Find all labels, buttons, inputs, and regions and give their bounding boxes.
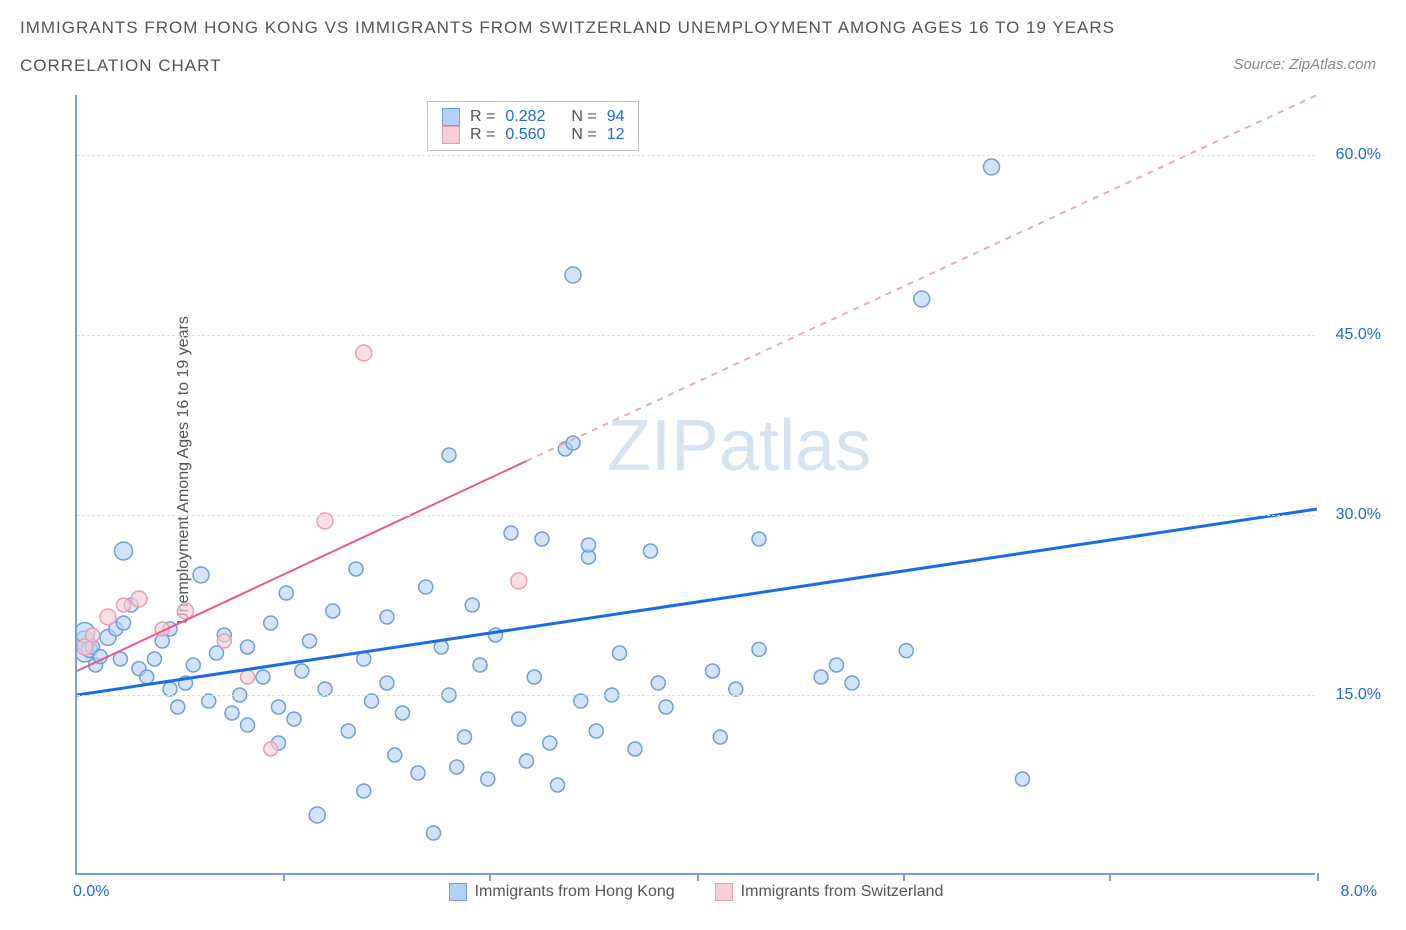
r-label: R = <box>470 126 495 144</box>
chart-title-line2: CORRELATION CHART <box>20 56 222 76</box>
x-tick <box>697 873 699 881</box>
gridline <box>77 515 1315 516</box>
gridline <box>77 695 1315 696</box>
plot-area: ZIPatlas R = 0.282 N = 94 R = 0.560 N = … <box>75 95 1315 875</box>
r-label: R = <box>470 108 495 126</box>
legend-item-switzerland: Immigrants from Switzerland <box>715 883 944 901</box>
legend-label-switzerland: Immigrants from Switzerland <box>741 883 944 901</box>
legend-swatch-switzerland <box>715 883 733 901</box>
stats-row-hongkong: R = 0.282 N = 94 <box>442 108 624 126</box>
r-value-switzerland: 0.560 <box>505 126 561 144</box>
x-tick <box>1109 873 1111 881</box>
x-tick <box>1317 873 1319 881</box>
legend-label-hongkong: Immigrants from Hong Kong <box>475 883 675 901</box>
x-axis-max-label: 8.0% <box>1341 883 1377 901</box>
source-attribution: Source: ZipAtlas.com <box>1233 56 1376 73</box>
gridline <box>77 155 1315 156</box>
swatch-switzerland <box>442 126 460 144</box>
chart-svg <box>77 95 1317 875</box>
gridline <box>77 335 1315 336</box>
stats-box: R = 0.282 N = 94 R = 0.560 N = 12 <box>427 101 639 151</box>
stats-row-switzerland: R = 0.560 N = 12 <box>442 126 624 144</box>
y-tick-label: 30.0% <box>1336 506 1381 524</box>
x-tick <box>903 873 905 881</box>
r-value-hongkong: 0.282 <box>505 108 561 126</box>
x-tick <box>283 873 285 881</box>
n-value-hongkong: 94 <box>607 108 625 126</box>
n-label: N = <box>571 108 596 126</box>
y-tick-label: 45.0% <box>1336 326 1381 344</box>
y-tick-label: 15.0% <box>1336 686 1381 704</box>
legend-swatch-hongkong <box>449 883 467 901</box>
legend-item-hongkong: Immigrants from Hong Kong <box>449 883 675 901</box>
bottom-legend: Immigrants from Hong Kong Immigrants fro… <box>77 883 1315 901</box>
n-value-switzerland: 12 <box>607 126 625 144</box>
x-tick <box>489 873 491 881</box>
y-tick-label: 60.0% <box>1336 146 1381 164</box>
chart-title-line1: IMMIGRANTS FROM HONG KONG VS IMMIGRANTS … <box>20 18 1115 38</box>
n-label: N = <box>571 126 596 144</box>
swatch-hongkong <box>442 108 460 126</box>
